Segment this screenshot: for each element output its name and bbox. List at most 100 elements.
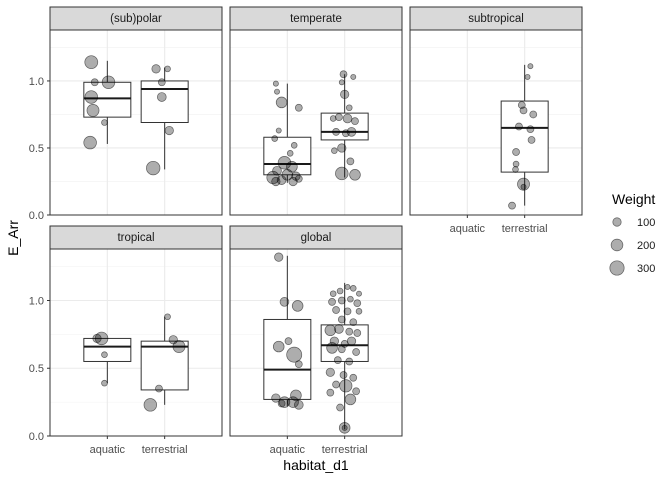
panels-layer: (sub)polar 0.0 0.5 1.0 temperate subtropical a… <box>29 6 583 456</box>
data-point <box>349 169 361 181</box>
panel-border <box>49 248 223 437</box>
data-point <box>335 166 349 181</box>
data-point <box>274 252 284 262</box>
data-point <box>512 160 520 168</box>
data-point <box>101 119 108 126</box>
y-tick-label: 1.0 <box>29 76 44 88</box>
facet-title: (sub)polar <box>110 13 162 25</box>
box-aquatic <box>83 60 132 144</box>
data-point <box>346 127 357 137</box>
data-point <box>332 306 340 314</box>
data-point <box>294 103 303 112</box>
data-point <box>339 70 348 79</box>
panel-border <box>229 248 403 437</box>
data-point <box>84 55 99 70</box>
data-point <box>349 373 358 382</box>
data-point <box>329 290 337 297</box>
data-point <box>341 129 350 138</box>
data-point <box>272 340 285 353</box>
facet-panel: (sub)polar 0.0 0.5 1.0 <box>29 6 223 222</box>
data-point <box>164 65 171 73</box>
data-point <box>333 356 342 364</box>
facet-panel: tropical 0.0 0.5 1.0 aquatic terrestrial <box>29 225 223 456</box>
data-point <box>143 398 158 412</box>
data-point <box>272 80 279 87</box>
data-point <box>287 396 299 408</box>
data-point <box>349 318 358 327</box>
data-point <box>344 284 351 290</box>
data-point <box>340 89 350 99</box>
facet-panel: temperate <box>229 6 403 216</box>
legend-symbol <box>610 238 624 252</box>
data-point <box>339 379 353 393</box>
panel-border <box>229 29 403 216</box>
panel-background <box>50 249 222 436</box>
box-iqr <box>140 340 189 391</box>
data-point <box>291 171 301 181</box>
data-point <box>337 143 347 153</box>
data-point <box>271 176 281 187</box>
data-point <box>328 297 336 306</box>
data-point <box>512 166 519 173</box>
box-iqr <box>320 112 369 141</box>
facet-title: tropical <box>117 232 154 244</box>
data-point <box>529 110 538 119</box>
data-point <box>157 78 166 87</box>
data-point <box>353 299 362 308</box>
data-point <box>337 296 346 305</box>
data-point <box>275 96 288 109</box>
data-point <box>346 157 355 166</box>
legend-key <box>607 211 628 232</box>
panel-border <box>49 29 223 216</box>
data-point <box>279 297 290 307</box>
data-point <box>520 183 527 190</box>
y-tick-label: 0.5 <box>29 143 44 155</box>
data-point <box>332 128 340 136</box>
y-tick-label: 0.5 <box>29 363 44 375</box>
data-point <box>164 125 174 136</box>
legend-label: 200 <box>637 240 655 252</box>
data-point <box>151 64 161 74</box>
data-point <box>341 424 348 431</box>
legend-key <box>607 234 628 255</box>
data-point <box>284 337 293 346</box>
x-axis-title: habitat_d1 <box>283 457 349 473</box>
data-point <box>334 324 344 334</box>
legend-title: Weight <box>612 191 655 207</box>
data-point <box>345 357 354 366</box>
data-point <box>342 113 353 124</box>
panel-background <box>410 30 582 215</box>
box-iqr <box>500 100 549 173</box>
data-point <box>172 340 186 353</box>
legend-entry: 100 <box>607 211 655 232</box>
data-point <box>347 295 354 303</box>
box-iqr <box>140 80 189 124</box>
data-point <box>266 170 280 185</box>
data-point <box>337 315 346 324</box>
data-point <box>332 380 340 389</box>
data-point <box>329 336 339 346</box>
data-point <box>346 336 357 346</box>
data-point <box>349 285 357 292</box>
data-point <box>344 393 357 406</box>
data-point <box>83 135 97 150</box>
data-point <box>508 201 516 210</box>
data-point <box>343 307 352 316</box>
data-point <box>164 313 171 321</box>
panel-background <box>230 249 402 436</box>
data-point <box>512 148 520 156</box>
data-point <box>345 327 354 336</box>
data-point <box>274 88 280 95</box>
legend-symbol <box>612 217 622 227</box>
data-point <box>351 117 359 126</box>
legend-entry: 200 <box>607 234 655 255</box>
data-point <box>338 422 351 434</box>
data-point <box>277 399 286 408</box>
facet-panel: global aquatic terrestrial <box>229 225 403 456</box>
data-point <box>294 360 303 369</box>
legend-symbol <box>609 260 625 276</box>
data-point <box>352 387 360 396</box>
data-point <box>352 348 360 356</box>
data-point <box>326 388 335 397</box>
